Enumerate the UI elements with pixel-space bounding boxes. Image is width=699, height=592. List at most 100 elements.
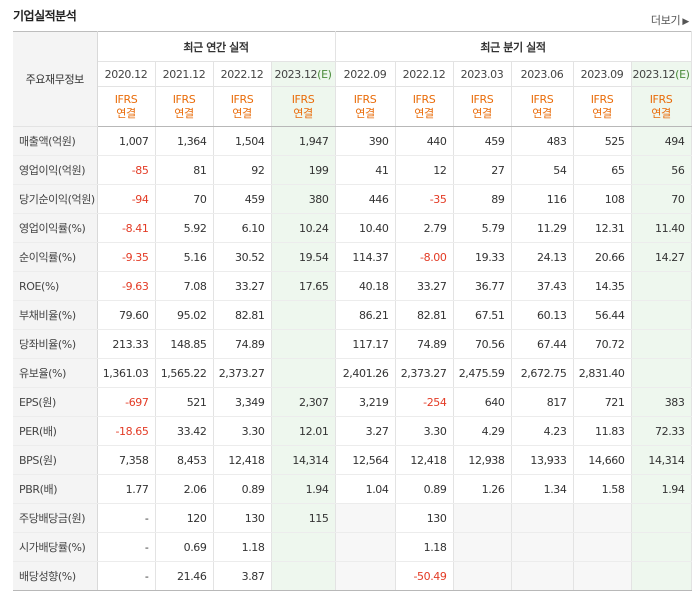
period-header: 2023.06	[511, 61, 574, 87]
period-header: 2021.12	[155, 61, 214, 87]
table-cell: 114.37	[334, 242, 396, 272]
table-cell	[334, 532, 396, 562]
table-cell: 70	[631, 184, 692, 214]
row-label: 시가배당률(%)	[13, 532, 98, 562]
table-cell: 1,361.03	[97, 358, 156, 388]
table-cell: 5.92	[155, 213, 214, 243]
table-cell: 199	[271, 155, 336, 185]
table-cell: -254	[395, 387, 454, 417]
table-cell: 70	[155, 184, 214, 214]
table-cell: 40.18	[334, 271, 396, 301]
table-cell: 86.21	[334, 300, 396, 330]
table-cell: 4.23	[511, 416, 574, 446]
table-cell: 459	[453, 126, 512, 156]
quarterly-group-header: 최근 분기 실적	[334, 31, 692, 62]
table-cell: 54	[511, 155, 574, 185]
table-cell: 6.10	[213, 213, 272, 243]
consolidation-basis: 연결	[651, 106, 671, 120]
table-cell: 92	[213, 155, 272, 185]
table-cell: 33.27	[395, 271, 454, 301]
table-cell	[631, 561, 692, 591]
table-cell: 3.30	[395, 416, 454, 446]
row-label: 매출액(억원)	[13, 126, 98, 156]
row-label: EPS(원)	[13, 387, 98, 417]
period-label: 2023.12	[632, 67, 676, 81]
table-cell: 2,401.26	[334, 358, 396, 388]
table-cell: 95.02	[155, 300, 214, 330]
accounting-standard: IFRS	[530, 92, 554, 106]
estimate-marker: (E)	[317, 67, 332, 81]
period-label: 2022.12	[402, 67, 446, 81]
table-cell: 3.87	[213, 561, 272, 591]
table-cell: 3.27	[334, 416, 396, 446]
table-cell: 1.04	[334, 474, 396, 504]
table-cell: 12,564	[334, 445, 396, 475]
table-cell	[453, 561, 512, 591]
table-cell: 65	[573, 155, 632, 185]
table-cell: 1.94	[271, 474, 336, 504]
accounting-standard: IFRS	[291, 92, 315, 106]
table-cell: 33.27	[213, 271, 272, 301]
table-cell	[334, 561, 396, 591]
table-cell: 494	[631, 126, 692, 156]
table-cell: 72.33	[631, 416, 692, 446]
table-cell	[334, 503, 396, 533]
basis-header: IFRS 연결	[453, 86, 512, 127]
table-cell: 380	[271, 184, 336, 214]
annual-group-header: 최근 연간 실적	[97, 31, 336, 62]
row-label: 영업이익(억원)	[13, 155, 98, 185]
table-cell: -9.63	[97, 271, 156, 301]
basis-header: IFRS 연결	[97, 86, 156, 127]
consolidation-basis: 연결	[232, 106, 252, 120]
table-cell: 115	[271, 503, 336, 533]
table-cell: -697	[97, 387, 156, 417]
table-cell: 2,475.59	[453, 358, 512, 388]
basis-header: IFRS 연결	[213, 86, 272, 127]
table-cell	[631, 358, 692, 388]
table-cell: 82.81	[213, 300, 272, 330]
more-link[interactable]: 더보기 ▶	[651, 12, 689, 28]
table-cell: -8.00	[395, 242, 454, 272]
table-cell	[631, 532, 692, 562]
table-cell: 2.79	[395, 213, 454, 243]
table-cell: 446	[334, 184, 396, 214]
table-cell: 56.44	[573, 300, 632, 330]
table-cell: 1.18	[395, 532, 454, 562]
table-cell: 1,007	[97, 126, 156, 156]
table-cell: 33.42	[155, 416, 214, 446]
row-label: 부채비율(%)	[13, 300, 98, 330]
table-cell	[631, 329, 692, 359]
table-cell: 10.24	[271, 213, 336, 243]
table-cell: 11.83	[573, 416, 632, 446]
table-cell: 1.18	[213, 532, 272, 562]
basis-header: IFRS 연결	[631, 86, 692, 127]
table-row: BPS(원) 7,358 8,453 12,418 14,314 12,564 12,418…	[13, 445, 692, 475]
table-cell: -35	[395, 184, 454, 214]
table-row: EPS(원) -697 521 3,349 2,307 3,219 -254 640 817 72…	[13, 387, 692, 417]
table-cell: 12.31	[573, 213, 632, 243]
table-cell: 130	[395, 503, 454, 533]
period-header: 2023.03	[453, 61, 512, 87]
period-header: 2022.12	[213, 61, 272, 87]
table-cell: 11.29	[511, 213, 574, 243]
accounting-standard: IFRS	[470, 92, 494, 106]
table-row: 주당배당금(원) -120 130 115 130	[13, 503, 692, 533]
period-label: 2023.03	[460, 67, 504, 81]
table-row: 당기순이익(억원) -94 70 459 380 446 -35 89 116 108 70	[13, 184, 692, 214]
table-cell: 14.35	[573, 271, 632, 301]
period-header: 2022.09	[334, 61, 396, 87]
table-cell	[631, 271, 692, 301]
basis-header: IFRS 연결	[155, 86, 214, 127]
table-cell: 24.13	[511, 242, 574, 272]
period-header: 2023.12(E)	[631, 61, 692, 87]
period-header: 2020.12	[97, 61, 156, 87]
table-cell: 3,349	[213, 387, 272, 417]
table-cell: 1,364	[155, 126, 214, 156]
consolidation-basis: 연결	[355, 106, 375, 120]
table-cell: 1.26	[453, 474, 512, 504]
table-row: 부채비율(%) 79.60 95.02 82.81 86.21 82.81 67.51 60.…	[13, 300, 692, 330]
table-cell: 70.56	[453, 329, 512, 359]
table-cell: 0.89	[395, 474, 454, 504]
table-cell: 14,314	[271, 445, 336, 475]
table-cell: 148.85	[155, 329, 214, 359]
